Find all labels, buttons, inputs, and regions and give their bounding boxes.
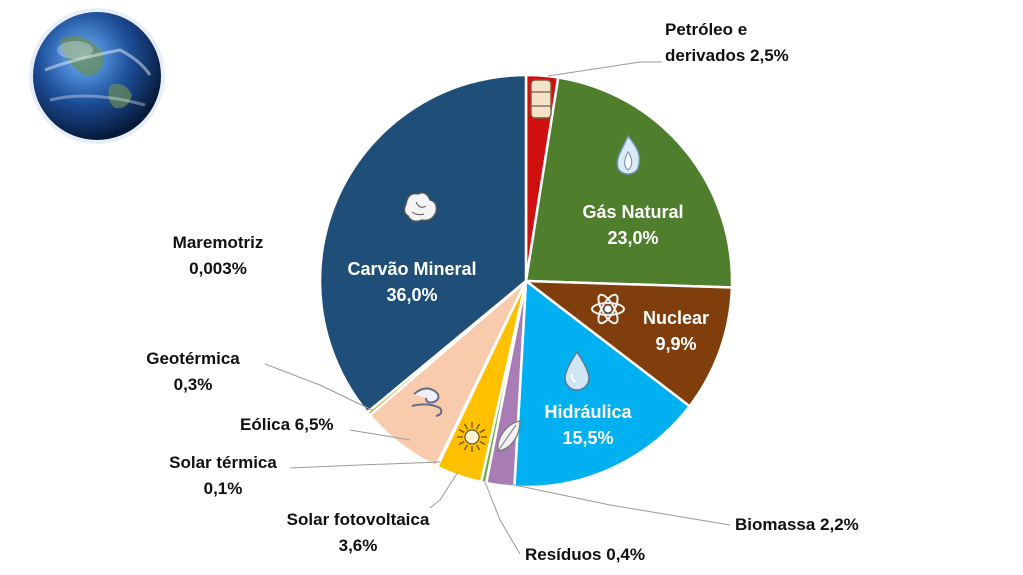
slice-label-line: 0,003% bbox=[189, 259, 247, 278]
slice-label-gas: Gás Natural 23,0% bbox=[582, 202, 683, 248]
leader-line-solar_term bbox=[289, 461, 441, 469]
slice-label-line: 3,6% bbox=[339, 536, 378, 555]
slice-label-line: Geotérmica bbox=[146, 349, 240, 368]
slice-label-biomassa: Biomassa 2,2% bbox=[735, 515, 859, 534]
slice-label-nuclear: Nuclear 9,9% bbox=[643, 308, 709, 354]
slice-label-line: derivados 2,5% bbox=[665, 46, 789, 65]
slice-label-line: Hidráulica bbox=[544, 402, 632, 422]
atom-icon bbox=[591, 293, 625, 325]
slice-label-eolica: Eólica 6,5% bbox=[240, 415, 334, 434]
slice-label-line: Biomassa 2,2% bbox=[735, 515, 859, 534]
slice-label-solar_foto: Solar fotovoltaica 3,6% bbox=[287, 510, 430, 555]
slice-icons bbox=[403, 79, 641, 452]
slice-label-solar_term: Solar térmica 0,1% bbox=[169, 453, 277, 498]
oil-barrel-icon bbox=[530, 79, 552, 119]
slice-label-line: 23,0% bbox=[607, 228, 658, 248]
leaf-icon bbox=[497, 420, 521, 452]
coal-icon bbox=[403, 192, 438, 223]
pie-slice-hidraulica bbox=[513, 278, 692, 489]
sun-icon bbox=[457, 422, 487, 452]
flame-icon bbox=[616, 134, 641, 175]
wind-icon bbox=[411, 387, 443, 417]
pie-slices bbox=[318, 73, 734, 489]
slice-label-line: Eólica 6,5% bbox=[240, 415, 334, 434]
pie-slice-nuclear bbox=[522, 279, 734, 408]
slice-label-line: Nuclear bbox=[643, 308, 709, 328]
slice-label-line: Solar fotovoltaica bbox=[287, 510, 430, 529]
slice-label-line: Petróleo e bbox=[665, 20, 747, 39]
leader-line-solar_foto bbox=[429, 471, 459, 509]
slice-label-line: 9,9% bbox=[655, 334, 696, 354]
slice-label-geotermica: Geotérmica 0,3% bbox=[146, 349, 240, 394]
slice-label-line: 0,1% bbox=[204, 479, 243, 498]
leader-line-biomassa bbox=[504, 482, 731, 526]
slice-label-line: Gás Natural bbox=[582, 202, 683, 222]
leader-line-geotermica bbox=[264, 363, 373, 411]
slice-label-line: Resíduos 0,4% bbox=[525, 545, 645, 564]
leader-lines bbox=[264, 61, 731, 555]
leader-line-eolica bbox=[349, 429, 411, 441]
slice-label-line: Maremotriz bbox=[173, 233, 264, 252]
pie-slice-carvao bbox=[318, 73, 528, 415]
slice-label-line: Solar térmica bbox=[169, 453, 277, 472]
globe-icon bbox=[29, 8, 165, 144]
slice-label-hidraulica: Hidráulica 15,5% bbox=[544, 402, 632, 448]
pie-slice-gas bbox=[524, 76, 734, 289]
slice-label-line: Carvão Mineral bbox=[347, 259, 476, 279]
slice-label-line: 0,3% bbox=[174, 375, 213, 394]
slice-labels: Petróleo e derivados 2,5% Gás Natural 23,0%… bbox=[146, 20, 859, 564]
slice-label-residuos: Resíduos 0,4% bbox=[525, 545, 645, 564]
slice-label-carvao: Carvão Mineral 36,0% bbox=[347, 259, 476, 305]
leader-line-petroleo bbox=[547, 61, 662, 77]
leader-line-residuos bbox=[484, 481, 521, 555]
slice-label-line: 15,5% bbox=[562, 428, 613, 448]
slice-label-petroleo: Petróleo e derivados 2,5% bbox=[665, 20, 789, 65]
slice-label-line: 36,0% bbox=[386, 285, 437, 305]
water-drop-icon bbox=[564, 350, 590, 391]
slice-label-maremotriz: Maremotriz 0,003% bbox=[173, 233, 264, 278]
